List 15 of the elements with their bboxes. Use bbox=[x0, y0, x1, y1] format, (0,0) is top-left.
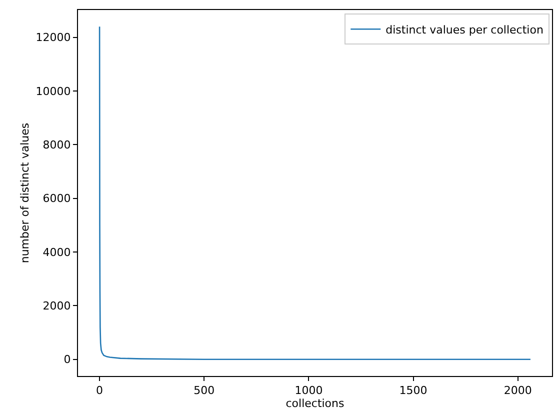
legend-label: distinct values per collection bbox=[386, 23, 544, 36]
y-tick-label: 12000 bbox=[36, 31, 71, 44]
y-tick-label: 6000 bbox=[42, 192, 71, 206]
y-tick-label: 0 bbox=[64, 353, 71, 366]
y-tick-label: 2000 bbox=[42, 300, 71, 313]
x-tick-label: 0 bbox=[96, 384, 104, 398]
x-tick-label: 500 bbox=[194, 384, 215, 398]
x-axis-title: collections bbox=[286, 397, 345, 410]
y-axis-title: number of distinct values bbox=[18, 122, 32, 264]
y-tick-label: 10000 bbox=[36, 84, 71, 98]
y-tick-label: 8000 bbox=[42, 138, 71, 152]
y-tick-label: 4000 bbox=[42, 246, 71, 259]
x-tick-label: 1500 bbox=[399, 384, 428, 398]
x-tick-label: 2000 bbox=[504, 384, 532, 398]
x-tick-label: 1000 bbox=[294, 384, 323, 398]
